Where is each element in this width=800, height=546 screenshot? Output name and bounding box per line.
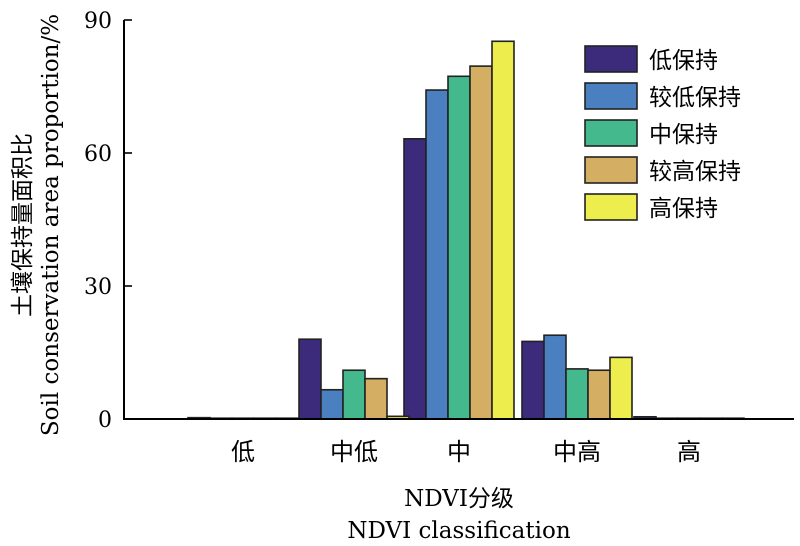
bar-2-0 — [403, 138, 427, 420]
legend-swatch — [584, 119, 638, 147]
bar-1-3 — [364, 377, 388, 420]
legend-swatch — [584, 156, 638, 184]
bar-2-4 — [491, 40, 515, 420]
bar-3-2 — [565, 368, 589, 420]
x-axis-ticks: 低 中低 中 中高 高 — [231, 438, 701, 466]
x-tick-label: 中高 — [553, 438, 601, 466]
bar-3-1 — [543, 334, 567, 420]
y-tick-label: 30 — [84, 275, 112, 300]
legend-label: 较低保持 — [649, 85, 741, 111]
y-axis-ticks: 0 30 60 90 — [84, 9, 132, 433]
x-tick-label: 中低 — [330, 438, 378, 466]
bar-2-1 — [425, 89, 449, 420]
x-axis-label-en: NDVI classification — [347, 518, 570, 544]
legend-label: 低保持 — [649, 48, 718, 74]
y-tick-label: 90 — [84, 9, 112, 34]
bar-3-3 — [587, 369, 611, 420]
y-tick-label: 60 — [84, 142, 112, 167]
x-tick-label: 高 — [677, 438, 701, 466]
legend-label: 高保持 — [649, 196, 718, 222]
y-tick-label: 0 — [98, 408, 112, 433]
x-tick-label: 中 — [447, 438, 471, 466]
y-axis-label-cn: 土壤保持量面积比 — [10, 133, 36, 317]
legend-label: 较高保持 — [649, 159, 741, 185]
legend-swatch — [584, 82, 638, 110]
bar-1-0 — [298, 338, 322, 420]
x-axis-label-cn: NDVI分级 — [404, 486, 514, 512]
bar-1-1 — [320, 388, 344, 420]
bar-3-0 — [521, 340, 545, 420]
bar-2-2 — [447, 75, 471, 420]
bar-2-3 — [469, 65, 493, 420]
legend-swatch — [584, 45, 638, 73]
bar-3-4 — [609, 356, 633, 420]
bar-1-2 — [342, 369, 366, 420]
y-axis-label-en: Soil conservation area proportion/% — [38, 14, 64, 436]
x-tick-label: 低 — [231, 438, 255, 466]
legend-swatch — [584, 193, 638, 221]
legend-label: 中保持 — [649, 122, 718, 148]
